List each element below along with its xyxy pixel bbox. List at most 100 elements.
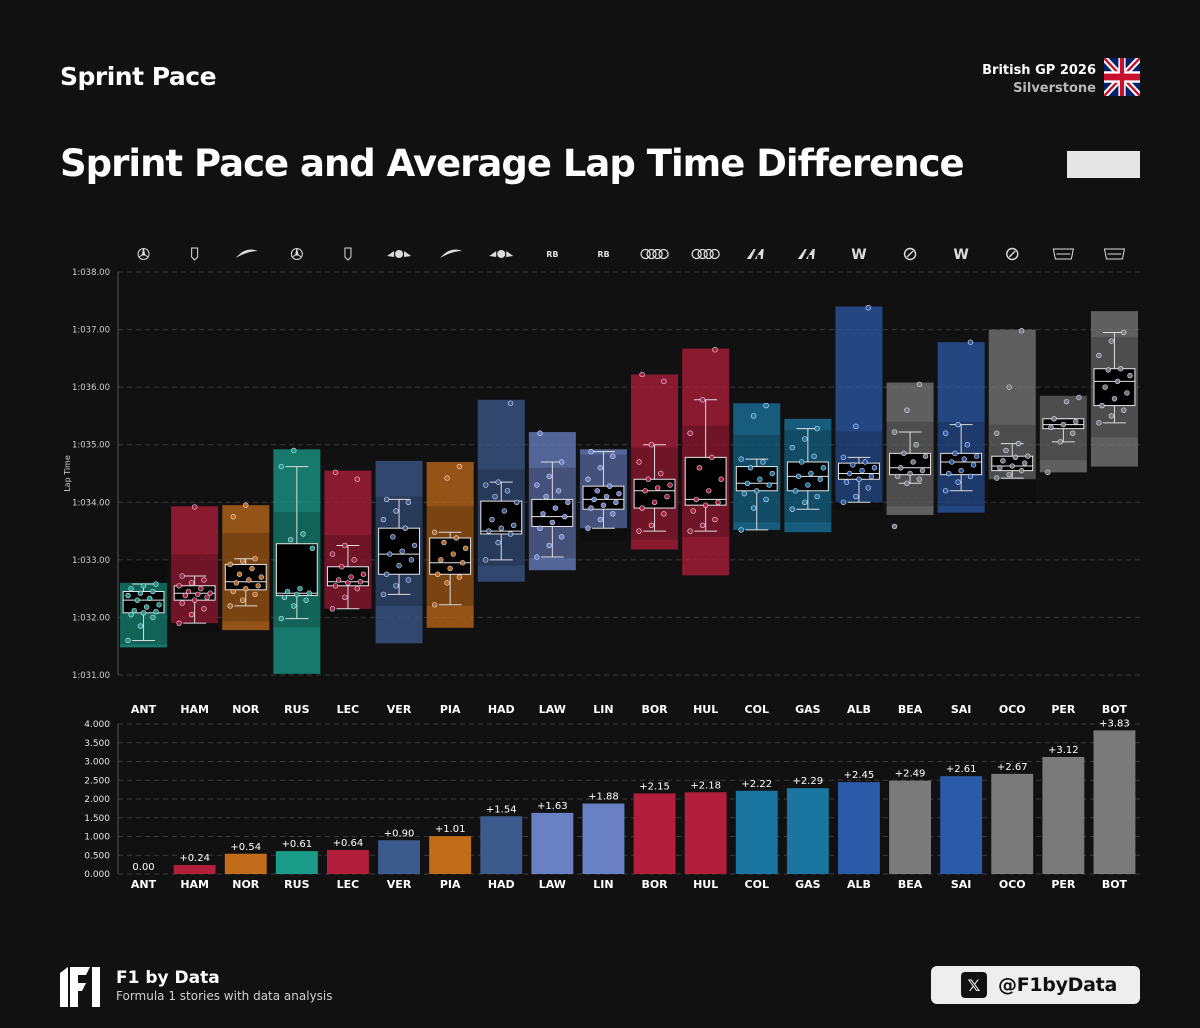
bar-x-label: PER: [1051, 878, 1076, 891]
lap-point: [198, 585, 204, 592]
lap-point: [942, 488, 949, 494]
lap-point: [492, 493, 498, 500]
lap-point: [447, 565, 453, 572]
lap-point: [306, 590, 312, 596]
lap-point: [176, 620, 182, 626]
lap-point: [744, 480, 751, 486]
lap-point: [594, 488, 600, 494]
bar-data-label: +2.45: [844, 770, 875, 781]
lap-point: [1076, 394, 1082, 401]
lap-point: [459, 560, 466, 566]
lap-point: [294, 591, 300, 598]
lap-point: [128, 585, 134, 592]
lap-point: [354, 476, 360, 482]
bar-per: [1042, 757, 1085, 874]
lap-point: [891, 429, 898, 435]
lap-point: [131, 607, 137, 614]
lap-point: [191, 504, 198, 510]
lap-point: [613, 499, 619, 505]
lap-point: [444, 580, 450, 586]
event-venue: Silverstone: [1013, 81, 1096, 96]
lap-point: [1121, 329, 1127, 336]
box-x-label: COL: [745, 703, 769, 716]
bar-y-tick-label: 0.500: [84, 851, 110, 861]
lap-point: [766, 482, 772, 488]
lap-point: [811, 453, 817, 459]
driver-box-oco: [988, 328, 1036, 503]
iqr-box: [684, 456, 727, 506]
svg-text:W: W: [953, 247, 968, 263]
lap-point: [1099, 402, 1105, 409]
lap-point: [201, 606, 207, 612]
lap-point: [958, 467, 964, 474]
lap-point: [342, 594, 348, 600]
title-decoration: [1067, 151, 1140, 178]
lap-point: [702, 502, 709, 508]
lap-point: [435, 571, 441, 577]
bar-x-label: BOR: [641, 878, 668, 891]
driver-box-sai: [937, 339, 985, 513]
lap-point: [495, 479, 501, 485]
lap-point: [182, 592, 189, 599]
lap-point: [291, 603, 297, 609]
lap-point: [354, 585, 360, 592]
bar-x-label: SAI: [951, 878, 972, 891]
box-x-label: OCO: [999, 703, 1026, 716]
lap-point: [1051, 416, 1057, 422]
bar-data-label: +2.18: [690, 780, 721, 791]
lap-point: [994, 475, 1000, 481]
lap-point: [249, 565, 255, 572]
bar-had: [480, 816, 523, 874]
lap-point: [997, 465, 1003, 471]
bar-data-label: +0.54: [230, 842, 261, 853]
lap-point: [140, 583, 147, 589]
lap-point: [230, 513, 237, 520]
box-x-label: GAS: [795, 703, 821, 716]
lap-point: [1124, 390, 1130, 396]
lap-point: [648, 442, 655, 448]
driver-box-col: [733, 402, 781, 533]
lap-point: [309, 545, 316, 552]
lap-point: [1045, 469, 1051, 476]
lap-point: [754, 488, 760, 494]
lap-point: [961, 456, 967, 462]
box-x-label: BOR: [641, 703, 668, 716]
box-x-label: VER: [387, 703, 412, 716]
lap-point: [967, 473, 974, 480]
lap-point: [898, 465, 904, 471]
bar-data-label: +0.90: [384, 828, 415, 839]
lap-point: [639, 371, 645, 378]
lap-point: [696, 465, 703, 471]
lap-point: [258, 574, 264, 580]
lap-point: [143, 604, 150, 610]
svg-text:RB: RB: [597, 250, 609, 259]
lap-point: [922, 453, 929, 459]
lap-point: [332, 583, 339, 589]
lap-point: [693, 496, 700, 503]
lap-point: [603, 493, 610, 500]
bar-data-label: +1.54: [486, 804, 517, 815]
event-name: British GP 2026: [982, 63, 1096, 78]
driver-box-ver: [375, 460, 423, 644]
lap-point: [850, 462, 856, 468]
lap-point: [150, 588, 156, 595]
bar-x-label: LEC: [337, 878, 360, 891]
bar-y-tick-label: 1.000: [84, 833, 110, 843]
lap-point: [383, 571, 390, 577]
lap-point: [1006, 471, 1012, 478]
lap-point: [252, 591, 258, 598]
lap-point: [994, 430, 1000, 436]
box-x-label: PIA: [440, 703, 461, 716]
lap-point: [871, 465, 878, 471]
bar-y-tick-label: 3.000: [84, 758, 110, 768]
lap-point: [817, 476, 823, 482]
bar-data-label: +3.83: [1099, 718, 1130, 729]
mercedes-icon: [137, 248, 150, 260]
lap-point: [1012, 454, 1019, 461]
social-badge[interactable]: 𝕏 @F1byData: [931, 966, 1140, 1004]
bar-x-label: NOR: [232, 878, 260, 891]
lap-point: [153, 581, 159, 587]
f1-by-data-logo-icon: [60, 967, 100, 1007]
lap-point: [411, 542, 418, 549]
box-y-tick-label: 1:034.00: [72, 498, 110, 508]
